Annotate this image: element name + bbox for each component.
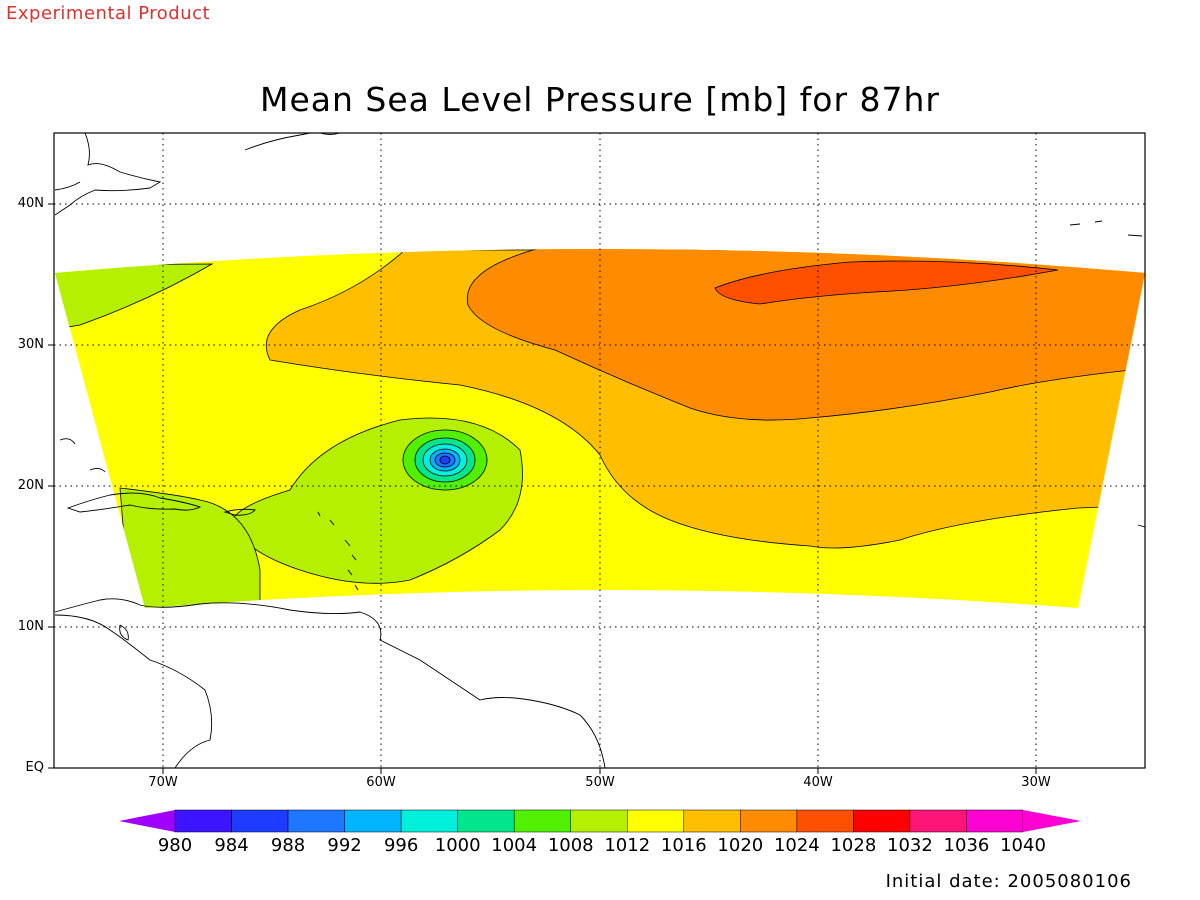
lat-label-10n: 10N — [17, 619, 44, 634]
colorbar-arrow-high — [1023, 810, 1081, 832]
colorbar-label: 980 — [157, 835, 193, 856]
colorbar — [119, 809, 1081, 833]
colorbar-box — [740, 809, 798, 833]
colorbar-label: 1040 — [1000, 835, 1046, 856]
colorbar-box — [400, 809, 458, 833]
colorbar-label: 1032 — [887, 835, 933, 856]
colorbar-box — [344, 809, 402, 833]
lon-label-40w: 40W — [803, 775, 833, 790]
colorbar-box — [231, 809, 289, 833]
colorbar-box — [853, 809, 911, 833]
colorbar-label: 992 — [327, 835, 362, 856]
band-1024-1028 — [714, 260, 1059, 305]
colorbar-box — [570, 809, 628, 833]
axis-ticks — [48, 203, 1037, 774]
colorbar-box — [796, 809, 854, 833]
colorbar-label: 1036 — [943, 835, 990, 856]
colorbar-label: 1016 — [660, 835, 707, 856]
graticule — [54, 133, 1145, 768]
colorbar-box — [909, 809, 967, 833]
colorbar-arrow-low — [119, 810, 175, 832]
colorbar-label: 1008 — [547, 835, 594, 856]
lat-label-30n: 30N — [17, 337, 44, 352]
colorbar-label: 1004 — [491, 835, 538, 856]
lon-label-60w: 60W — [366, 775, 396, 790]
colorbar-label: 1000 — [434, 835, 481, 856]
colorbar-label: 984 — [214, 835, 249, 856]
initial-date: Initial date: 2005080106 — [885, 871, 1132, 892]
colorbar-label: 1012 — [604, 835, 651, 856]
colorbar-label: 1020 — [717, 835, 764, 856]
band-1020-1024 — [466, 249, 1145, 421]
lon-label-30w: 30W — [1021, 775, 1051, 790]
lon-label-70w: 70W — [148, 775, 178, 790]
lat-label-20n: 20N — [17, 478, 44, 493]
band-1008-sw — [119, 487, 261, 608]
colorbar-box — [627, 809, 685, 833]
colorbar-box — [966, 809, 1024, 833]
pressure-field — [55, 249, 1145, 608]
band-1008-nw — [55, 263, 214, 331]
contour-984 — [439, 455, 451, 465]
colorbar-label: 1028 — [830, 835, 877, 856]
map-title: Mean Sea Level Pressure [mb] for 87hr — [259, 80, 941, 119]
product-label: Experimental Product — [6, 3, 211, 24]
lat-label-eq: EQ — [25, 760, 44, 775]
lat-label-40n: 40N — [17, 196, 44, 211]
lon-label-50w: 50W — [585, 775, 615, 790]
colorbar-box — [457, 809, 515, 833]
colorbar-box — [287, 809, 345, 833]
colorbar-box — [513, 809, 571, 833]
colorbar-label: 1024 — [773, 835, 820, 856]
coastlines — [54, 133, 1145, 768]
colorbar-label: 988 — [270, 835, 306, 856]
colorbar-box — [174, 809, 232, 833]
colorbar-box — [683, 809, 741, 833]
colorbar-label: 996 — [383, 835, 419, 856]
